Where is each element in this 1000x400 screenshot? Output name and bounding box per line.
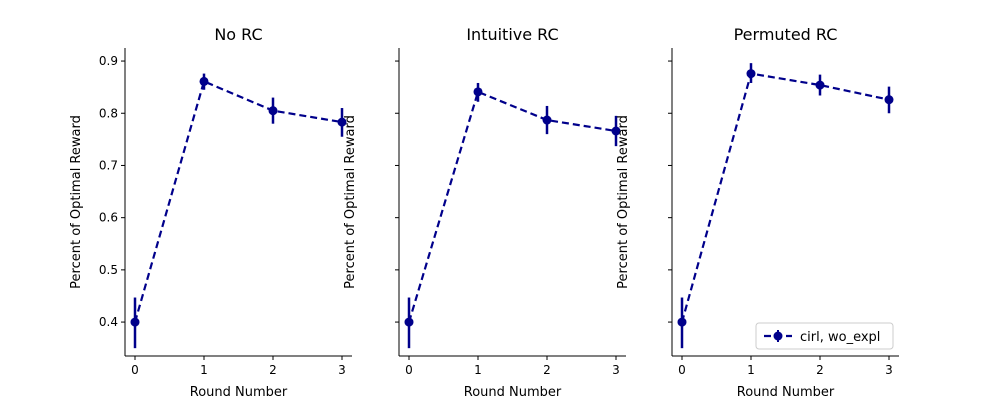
x-tick-label: 0 bbox=[405, 363, 413, 377]
panel-2: Intuitive RC 0 1 2 3 Round Number Percent of O… bbox=[343, 25, 626, 400]
panel-title: No RC bbox=[214, 25, 262, 44]
data-point bbox=[473, 87, 483, 97]
panel-title: Permuted RC bbox=[734, 25, 838, 44]
data-point bbox=[199, 76, 209, 86]
x-tick-label: 1 bbox=[474, 363, 482, 377]
data-point bbox=[677, 317, 687, 327]
legend-point-marker bbox=[773, 331, 783, 341]
data-point bbox=[542, 115, 552, 125]
legend-box bbox=[755, 322, 894, 350]
data-point bbox=[404, 317, 414, 327]
x-tick-label: 2 bbox=[816, 363, 824, 377]
panel-title: Intuitive RC bbox=[466, 25, 558, 44]
x-axis-label: Round Number bbox=[464, 385, 562, 400]
y-axis-label: Percent of Optimal Reward bbox=[69, 115, 84, 289]
x-tick-label: 0 bbox=[678, 363, 686, 377]
panel-3: Permuted RC 0 1 2 3 Round Number Percent of Op… bbox=[616, 25, 899, 400]
panel-1: No RC 0.4 0.5 0.6 0.7 0.8 0.9 0 1 2 3 Round Number P… bbox=[69, 25, 352, 400]
x-tick-label: 3 bbox=[612, 363, 620, 377]
legend: cirl, wo_expl bbox=[755, 322, 894, 350]
x-tick-label: 1 bbox=[200, 363, 208, 377]
data-point bbox=[884, 95, 894, 105]
legend-label: cirl, wo_expl bbox=[800, 330, 880, 345]
y-tick-label: 0.4 bbox=[99, 315, 118, 329]
series-line bbox=[407, 90, 617, 323]
series-line bbox=[133, 79, 343, 323]
x-axis-label: Round Number bbox=[190, 385, 288, 400]
x-tick-label: 2 bbox=[269, 363, 277, 377]
data-point bbox=[337, 117, 347, 127]
y-tick-label: 0.9 bbox=[99, 54, 118, 68]
x-tick-label: 2 bbox=[543, 363, 551, 377]
x-tick-label: 0 bbox=[131, 363, 139, 377]
data-point bbox=[815, 80, 825, 90]
y-axis-label: Percent of Optimal Reward bbox=[343, 115, 358, 289]
data-point bbox=[746, 69, 756, 79]
series-line bbox=[680, 72, 890, 323]
x-tick-label: 3 bbox=[885, 363, 893, 377]
y-tick-label: 0.6 bbox=[99, 211, 118, 225]
y-axis-label: Percent of Optimal Reward bbox=[616, 115, 631, 289]
x-axis-label: Round Number bbox=[737, 385, 835, 400]
y-tick-label: 0.7 bbox=[99, 158, 118, 172]
data-point bbox=[268, 106, 278, 116]
y-tick-label: 0.5 bbox=[99, 263, 118, 277]
x-tick-label: 3 bbox=[338, 363, 346, 377]
y-tick-label: 0.8 bbox=[99, 106, 118, 120]
x-tick-label: 1 bbox=[747, 363, 755, 377]
data-point bbox=[611, 126, 621, 136]
data-point bbox=[130, 317, 140, 327]
